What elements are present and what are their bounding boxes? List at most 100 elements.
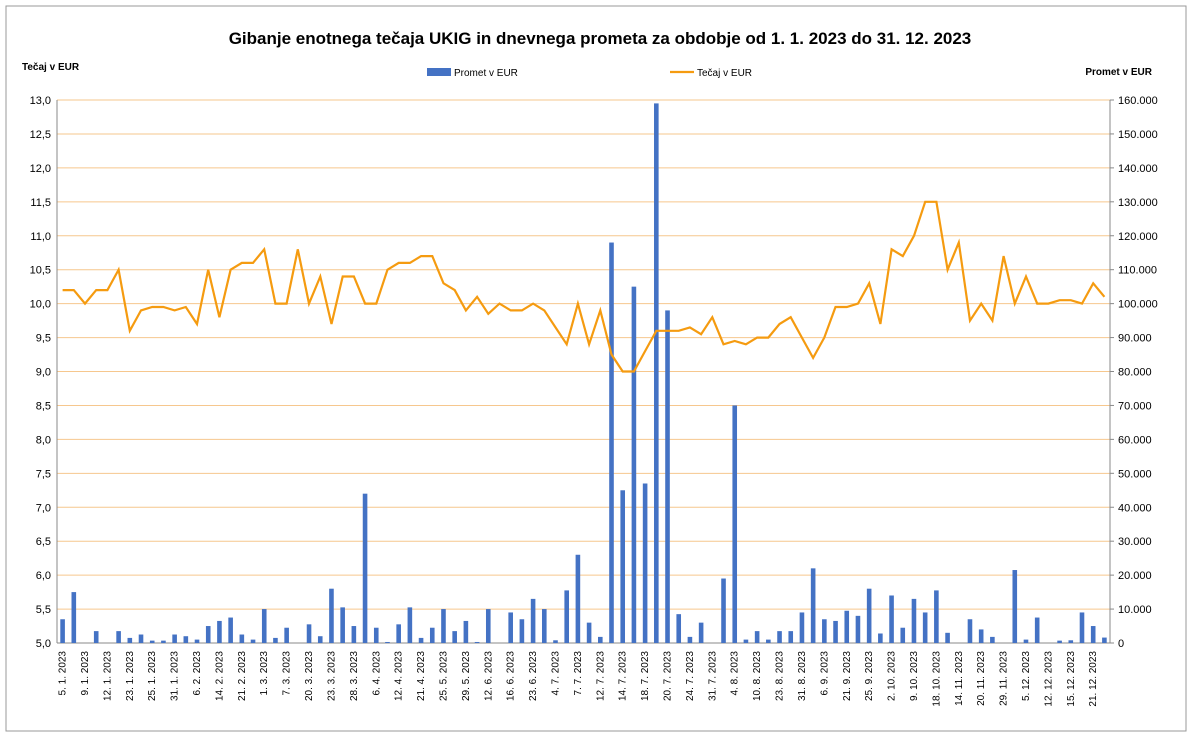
bar xyxy=(329,588,334,643)
x-tick-label: 6. 9. 2023 xyxy=(819,651,830,696)
y-tick-label: 13,0 xyxy=(30,95,51,107)
y-tick-label: 11,5 xyxy=(30,197,51,209)
x-tick-label: 12. 4. 2023 xyxy=(394,651,405,701)
bar xyxy=(172,634,177,643)
bar xyxy=(990,636,995,643)
x-tick-label: 2. 10. 2023 xyxy=(887,651,898,701)
x-tick-label: 25. 5. 2023 xyxy=(438,651,449,701)
x-tick-label: 12. 12. 2023 xyxy=(1043,651,1054,707)
y2-tick-label: 80.000 xyxy=(1118,367,1152,379)
bar xyxy=(317,636,323,643)
x-tick-label: 20. 7. 2023 xyxy=(663,651,674,701)
bar xyxy=(93,631,99,643)
bar xyxy=(631,286,637,643)
bar xyxy=(810,568,816,643)
bar xyxy=(788,631,794,643)
bar xyxy=(754,631,760,643)
bar xyxy=(362,493,368,643)
y2-tick-label: 60.000 xyxy=(1118,434,1152,446)
legend-label: Tečaj v EUR xyxy=(697,68,752,79)
y-tick-label: 9,5 xyxy=(36,333,51,345)
x-tick-label: 21. 9. 2023 xyxy=(842,651,853,701)
bar xyxy=(743,639,749,643)
bar xyxy=(183,636,189,643)
bar xyxy=(138,634,144,643)
bar xyxy=(777,631,782,643)
bar xyxy=(205,626,211,643)
bar xyxy=(844,610,850,643)
x-tick-label: 28. 3. 2023 xyxy=(349,651,360,701)
y-tick-label: 7,0 xyxy=(36,502,51,514)
bar xyxy=(553,640,558,643)
y-tick-label: 6,5 xyxy=(36,536,51,548)
chart-border xyxy=(5,5,1187,732)
bar xyxy=(1023,639,1029,643)
x-tick-label: 23. 1. 2023 xyxy=(125,651,136,701)
x-tick-label: 14. 7. 2023 xyxy=(618,651,629,701)
x-tick-label: 12. 1. 2023 xyxy=(102,651,113,701)
y2-tick-label: 40.000 xyxy=(1118,502,1152,514)
bar xyxy=(228,617,233,643)
chart-title: Gibanje enotnega tečaja UKIG in dnevnega… xyxy=(229,29,972,48)
bar xyxy=(485,609,491,643)
bar xyxy=(609,242,614,643)
y2-tick-label: 140.000 xyxy=(1118,163,1158,175)
bar xyxy=(732,405,738,643)
bar xyxy=(1079,612,1085,643)
x-tick-label: 18. 7. 2023 xyxy=(640,651,651,701)
y-tick-label: 10,5 xyxy=(30,265,51,277)
y2-axis-title: Promet v EUR xyxy=(1085,67,1152,78)
bar xyxy=(161,640,166,643)
x-tick-label: 14. 11. 2023 xyxy=(954,651,965,706)
y2-tick-label: 90.000 xyxy=(1118,333,1152,345)
line xyxy=(62,200,1106,373)
y2-tick-label: 50.000 xyxy=(1118,468,1152,480)
bar xyxy=(1034,617,1040,643)
bar xyxy=(676,614,682,643)
bar xyxy=(889,595,894,643)
bar xyxy=(922,612,928,643)
bar xyxy=(250,639,256,643)
bar xyxy=(687,636,693,643)
x-tick-label: 25. 9. 2023 xyxy=(864,651,875,701)
y-tick-label: 7,5 xyxy=(36,468,51,480)
x-tick-label: 31. 1. 2023 xyxy=(170,651,181,701)
bar xyxy=(519,619,525,643)
y2-tick-label: 120.000 xyxy=(1118,231,1158,243)
x-tick-label: 29. 11. 2023 xyxy=(999,651,1010,706)
bar xyxy=(441,609,446,643)
bar xyxy=(642,483,648,643)
bar xyxy=(306,624,312,643)
x-tick-label: 21. 4. 2023 xyxy=(416,651,427,701)
x-tick-label: 29. 5. 2023 xyxy=(461,651,472,701)
bar xyxy=(564,590,569,643)
x-tick-label: 1. 3. 2023 xyxy=(259,651,270,696)
y2-tick-label: 150.000 xyxy=(1118,129,1158,141)
bar xyxy=(945,632,950,643)
y2-tick-label: 30.000 xyxy=(1118,536,1152,548)
bar xyxy=(833,620,838,643)
bar xyxy=(1068,640,1074,643)
bar xyxy=(698,622,704,643)
bar xyxy=(934,590,939,643)
bar xyxy=(911,598,917,643)
y-axis-title: Tečaj v EUR xyxy=(22,62,80,73)
y2-tick-label: 10.000 xyxy=(1118,604,1152,616)
bar xyxy=(1057,640,1062,643)
x-tick-label: 10. 8. 2023 xyxy=(752,651,763,701)
y-tick-label: 10,0 xyxy=(30,299,51,311)
bar xyxy=(396,624,401,643)
y-tick-label: 11,0 xyxy=(30,231,51,243)
bar xyxy=(900,627,906,643)
bar xyxy=(530,598,536,643)
y2-tick-label: 100.000 xyxy=(1118,299,1158,311)
bar xyxy=(620,490,626,643)
bar xyxy=(418,637,424,643)
x-tick-label: 15. 12. 2023 xyxy=(1066,651,1077,707)
x-tick-label: 21. 2. 2023 xyxy=(237,651,248,701)
x-tick-label: 9. 10. 2023 xyxy=(909,651,920,701)
x-tick-label: 6. 4. 2023 xyxy=(371,651,382,696)
y2-tick-label: 20.000 xyxy=(1118,570,1152,582)
y2-tick-label: 160.000 xyxy=(1118,95,1158,107)
x-tick-label: 20. 11. 2023 xyxy=(976,651,987,706)
